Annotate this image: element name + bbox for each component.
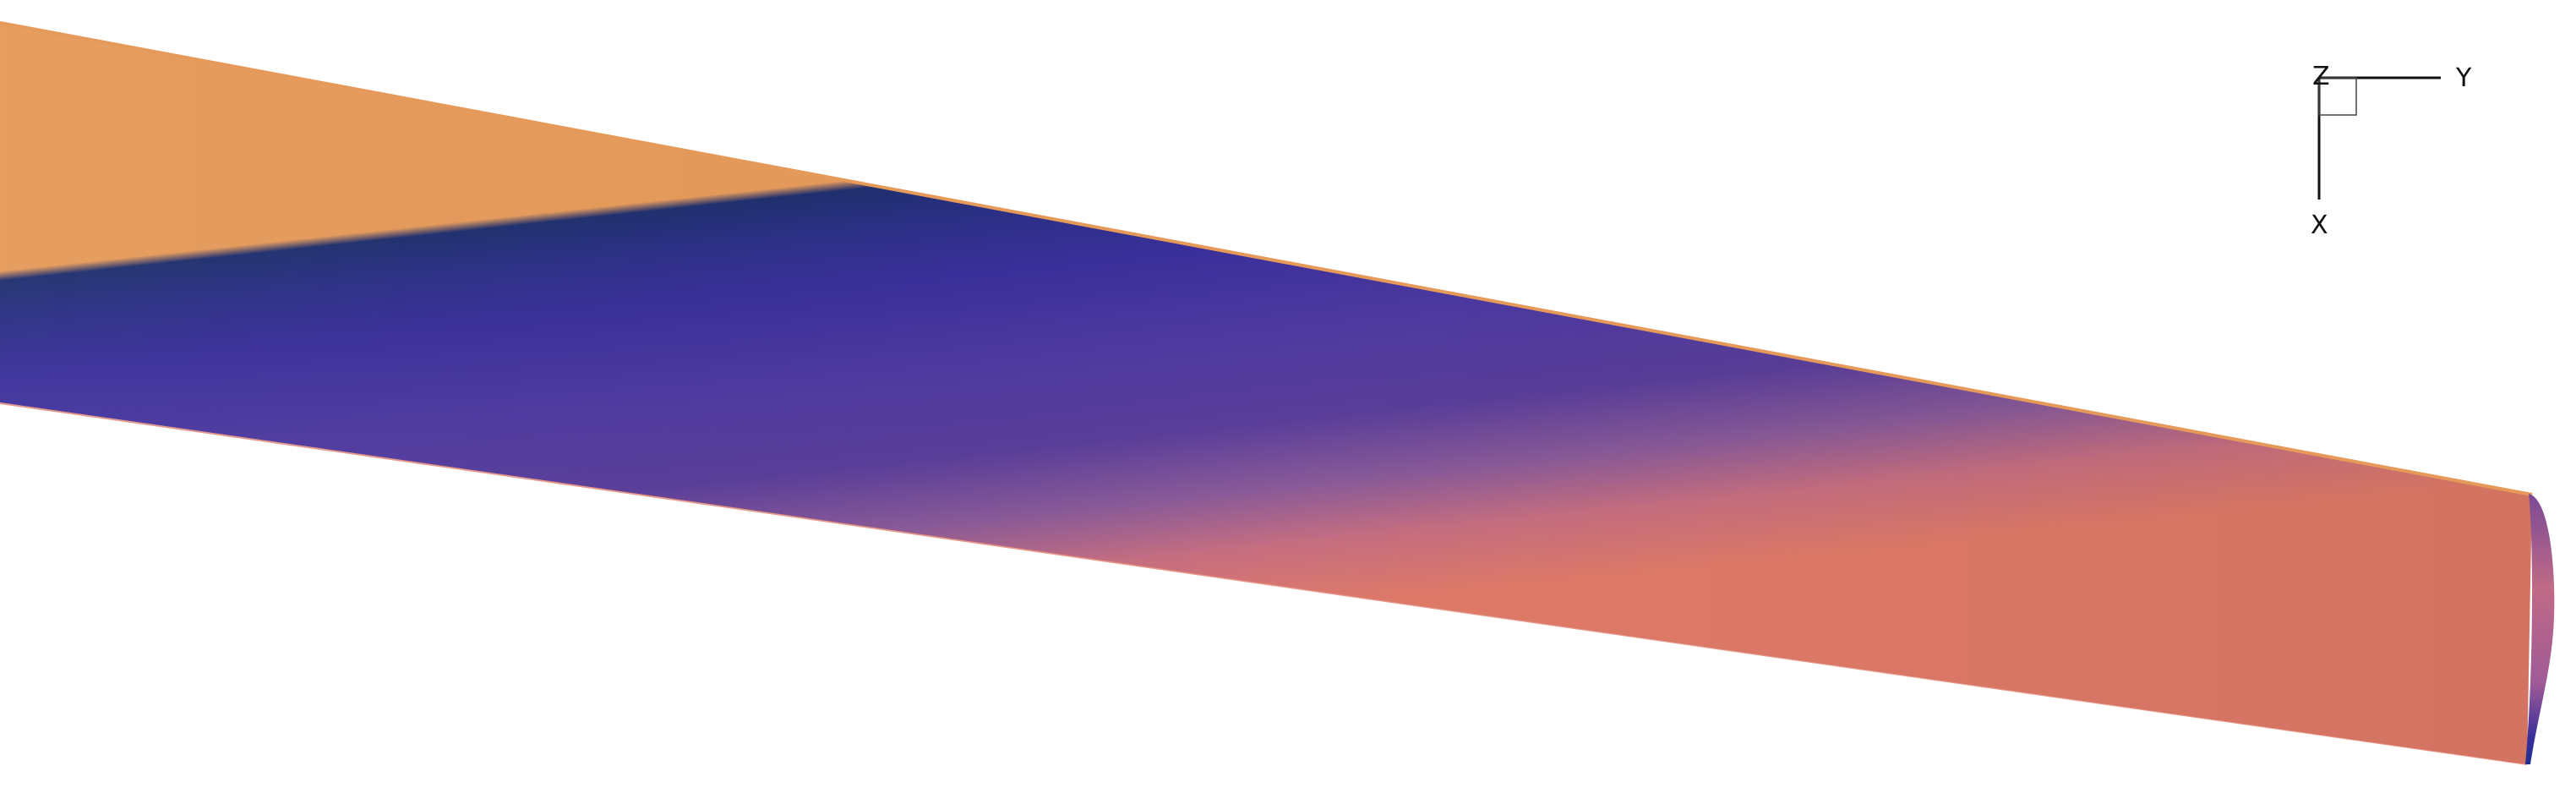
axes-triad: Z Y X xyxy=(2311,62,2472,240)
y-axis-label: Y xyxy=(2455,63,2472,93)
wing-body xyxy=(0,21,2555,765)
z-axis-box xyxy=(2318,77,2357,116)
x-axis-label: X xyxy=(2311,211,2328,240)
wing-tip-cap xyxy=(2525,494,2555,764)
trailing-edge-line xyxy=(0,402,2528,765)
leading-edge-line xyxy=(0,21,2533,496)
z-axis-label: Z xyxy=(2312,62,2330,91)
wing-span-shading xyxy=(0,22,2532,764)
